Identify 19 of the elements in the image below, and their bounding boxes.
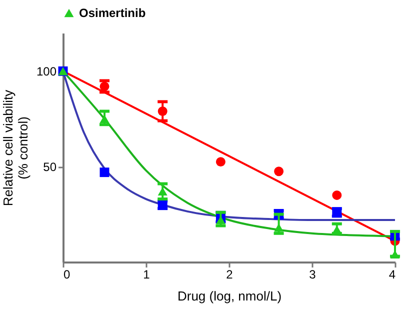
x-tick-label: 2	[226, 268, 234, 282]
legend-label: Osimertinib	[79, 6, 146, 20]
point	[216, 216, 226, 224]
x-tick-label: 4	[388, 268, 396, 282]
x-tick-label: 1	[143, 268, 150, 282]
x-tick-label: 0	[64, 268, 70, 282]
point	[100, 82, 110, 92]
point	[216, 157, 226, 167]
y-tick-label: 50	[43, 160, 57, 174]
x-tick-label: 3	[309, 268, 316, 282]
point	[158, 106, 168, 116]
y-tick-label: 100	[36, 64, 57, 79]
point	[100, 168, 110, 178]
point	[158, 187, 168, 196]
y-axis-title: Relative cell viability (% control)	[0, 89, 30, 206]
point	[332, 190, 342, 200]
point	[274, 166, 284, 176]
x-axis-title: Drug (log, nmol/L)	[177, 288, 282, 304]
point	[274, 224, 284, 232]
